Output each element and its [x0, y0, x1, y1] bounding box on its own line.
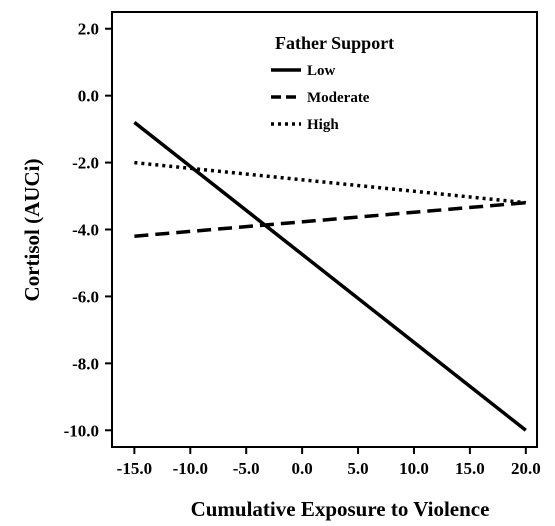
x-tick-label: 20.0 [511, 459, 541, 478]
x-tick-label: -15.0 [117, 459, 152, 478]
series-line-low [133, 121, 527, 432]
legend-label-low: Low [307, 63, 336, 79]
y-axis-title: Cortisol (AUCi) [20, 159, 44, 302]
legend-items: Low Moderate High [271, 63, 370, 133]
series-lines [133, 121, 527, 432]
x-tick-label: 10.0 [399, 459, 429, 478]
y-tick-label: 0.0 [78, 87, 99, 106]
x-tick-label: 5.0 [347, 459, 368, 478]
x-tick-label: 15.0 [455, 459, 485, 478]
y-tick-label: -8.0 [72, 354, 99, 373]
y-tick-label: 2.0 [78, 20, 99, 39]
legend-label-high: High [307, 117, 339, 133]
legend-label-moderate: Moderate [307, 90, 370, 106]
x-axis-ticks: -15.0 -10.0 -5.0 0.0 5.0 10.0 15.0 20.0 [117, 447, 541, 478]
legend-title: Father Support [275, 33, 394, 53]
y-tick-label: -10.0 [64, 421, 99, 440]
y-axis-ticks: 2.0 0.0 -2.0 -4.0 -6.0 -8.0 -10.0 [64, 20, 112, 440]
y-tick-label: -2.0 [72, 154, 99, 173]
legend: Father Support Low Moderate High [271, 33, 394, 133]
y-tick-label: -4.0 [72, 221, 99, 240]
x-tick-label: -5.0 [233, 459, 260, 478]
series-line-moderate [134, 200, 526, 238]
y-tick-label: -6.0 [72, 287, 99, 306]
x-tick-label: -10.0 [173, 459, 208, 478]
x-tick-label: 0.0 [292, 459, 313, 478]
series-line-high [134, 160, 526, 205]
x-axis-title: Cumulative Exposure to Violence [191, 497, 490, 521]
